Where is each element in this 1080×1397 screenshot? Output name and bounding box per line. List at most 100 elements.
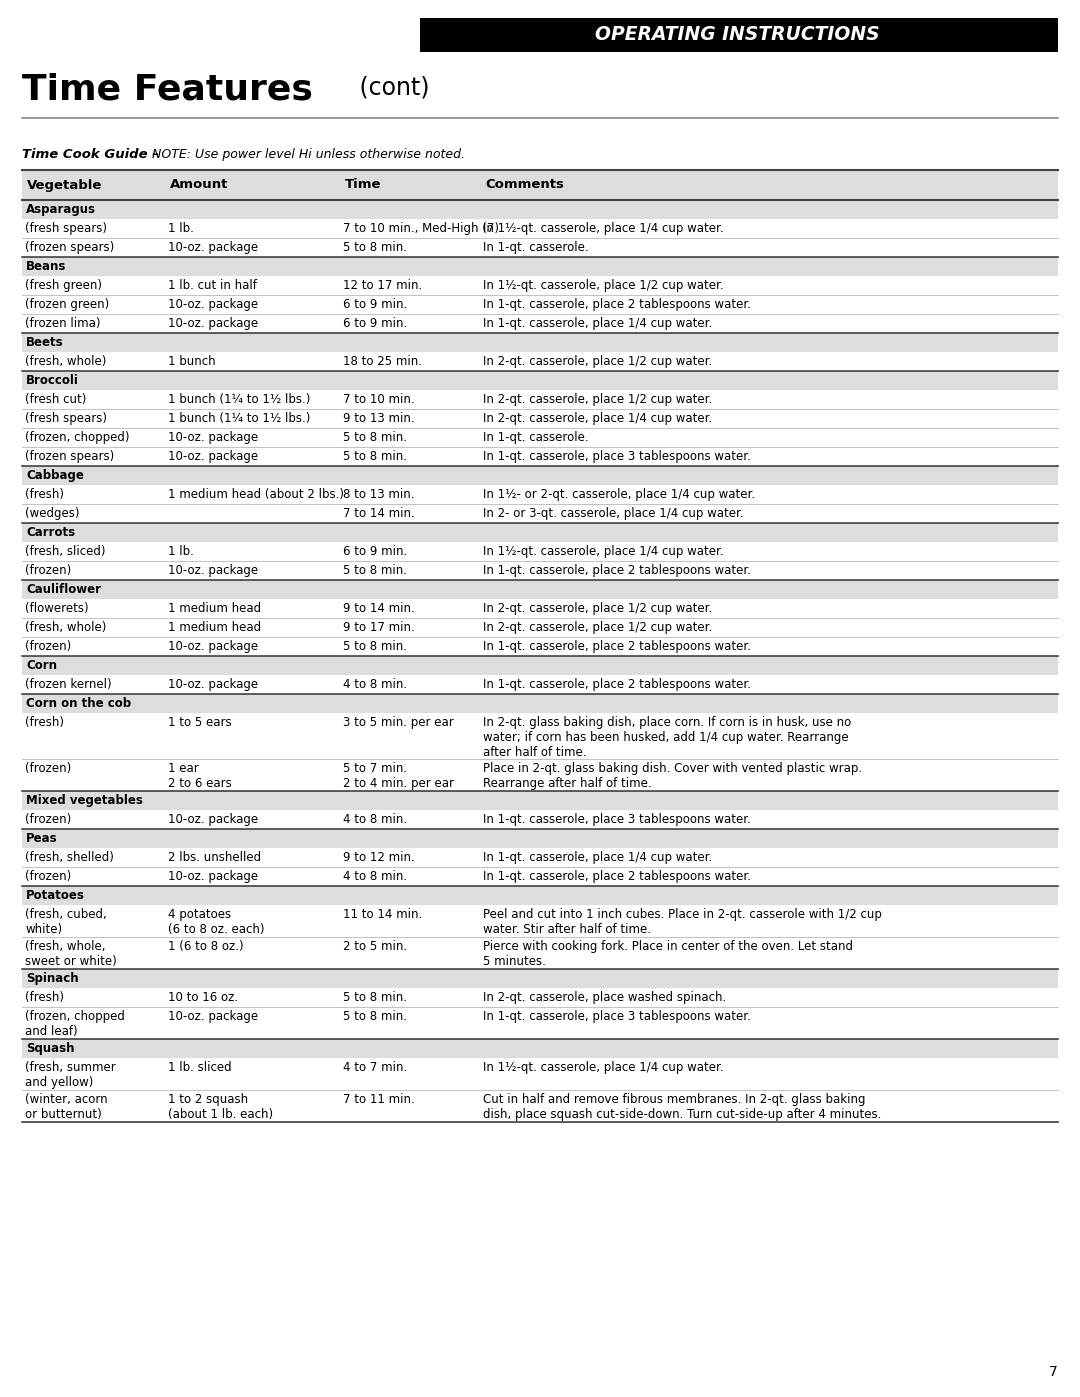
Text: In 1½-qt. casserole, place 1/4 cup water.: In 1½-qt. casserole, place 1/4 cup water… xyxy=(483,545,724,557)
Text: In 1½- or 2-qt. casserole, place 1/4 cup water.: In 1½- or 2-qt. casserole, place 1/4 cup… xyxy=(483,488,755,502)
Text: In 2-qt. casserole, place 1/2 cup water.: In 2-qt. casserole, place 1/2 cup water. xyxy=(483,393,712,407)
Text: Carrots: Carrots xyxy=(26,527,76,539)
Text: 6 to 9 min.: 6 to 9 min. xyxy=(343,545,407,557)
Text: 10-oz. package: 10-oz. package xyxy=(168,242,258,254)
Text: 4 to 8 min.: 4 to 8 min. xyxy=(343,678,407,692)
Text: (fresh green): (fresh green) xyxy=(25,279,102,292)
Text: 10-oz. package: 10-oz. package xyxy=(168,450,258,462)
Text: (frozen): (frozen) xyxy=(25,640,71,652)
Text: In 1-qt. casserole, place 3 tablespoons water.: In 1-qt. casserole, place 3 tablespoons … xyxy=(483,1010,751,1023)
Text: (fresh, whole,
sweet or white): (fresh, whole, sweet or white) xyxy=(25,940,117,968)
Text: Asparagus: Asparagus xyxy=(26,203,96,217)
Text: (frozen spears): (frozen spears) xyxy=(25,242,114,254)
Text: Corn: Corn xyxy=(26,659,57,672)
Text: 1 bunch (1¼ to 1½ lbs.): 1 bunch (1¼ to 1½ lbs.) xyxy=(168,393,310,407)
Text: 4 potatoes
(6 to 8 oz. each): 4 potatoes (6 to 8 oz. each) xyxy=(168,908,265,936)
Text: In 1-qt. casserole, place 1/4 cup water.: In 1-qt. casserole, place 1/4 cup water. xyxy=(483,851,712,863)
Text: 9 to 14 min.: 9 to 14 min. xyxy=(343,602,415,615)
Text: 9 to 12 min.: 9 to 12 min. xyxy=(343,851,415,863)
Text: (cont): (cont) xyxy=(352,75,430,99)
Text: (fresh, cubed,
white): (fresh, cubed, white) xyxy=(25,908,107,936)
Text: Place in 2-qt. glass baking dish. Cover with vented plastic wrap.
Rearrange afte: Place in 2-qt. glass baking dish. Cover … xyxy=(483,761,862,789)
Text: (frozen green): (frozen green) xyxy=(25,298,109,312)
Text: 7 to 10 min.: 7 to 10 min. xyxy=(343,393,415,407)
Text: 1 lb. sliced: 1 lb. sliced xyxy=(168,1060,231,1074)
Text: Vegetable: Vegetable xyxy=(27,179,103,191)
Text: Pierce with cooking fork. Place in center of the oven. Let stand
5 minutes.: Pierce with cooking fork. Place in cente… xyxy=(483,940,853,968)
Text: Broccoli: Broccoli xyxy=(26,374,79,387)
Text: 1 to 5 ears: 1 to 5 ears xyxy=(168,717,231,729)
Bar xyxy=(22,332,1058,352)
Text: 10-oz. package: 10-oz. package xyxy=(168,317,258,330)
Text: In 1½-qt. casserole, place 1/4 cup water.: In 1½-qt. casserole, place 1/4 cup water… xyxy=(483,222,724,235)
Text: 4 to 8 min.: 4 to 8 min. xyxy=(343,813,407,826)
Text: Mixed vegetables: Mixed vegetables xyxy=(26,793,143,807)
Text: In 2-qt. glass baking dish, place corn. If corn is in husk, use no
water; if cor: In 2-qt. glass baking dish, place corn. … xyxy=(483,717,851,759)
Text: (frozen): (frozen) xyxy=(25,761,71,775)
Text: (frozen lima): (frozen lima) xyxy=(25,317,100,330)
Text: 18 to 25 min.: 18 to 25 min. xyxy=(343,355,422,367)
Bar xyxy=(22,372,1058,390)
Bar xyxy=(22,170,1058,200)
Text: (fresh, whole): (fresh, whole) xyxy=(25,622,106,634)
Text: 7: 7 xyxy=(1050,1365,1058,1379)
Text: (frozen): (frozen) xyxy=(25,870,71,883)
Text: Beets: Beets xyxy=(26,337,64,349)
Text: 10 to 16 oz.: 10 to 16 oz. xyxy=(168,990,238,1004)
Text: In 1-qt. casserole, place 2 tablespoons water.: In 1-qt. casserole, place 2 tablespoons … xyxy=(483,564,751,577)
Text: (fresh, shelled): (fresh, shelled) xyxy=(25,851,113,863)
Text: 5 to 8 min.: 5 to 8 min. xyxy=(343,990,407,1004)
Text: Squash: Squash xyxy=(26,1042,75,1055)
Bar xyxy=(22,970,1058,988)
Text: 1 to 2 squash
(about 1 lb. each): 1 to 2 squash (about 1 lb. each) xyxy=(168,1092,273,1120)
Text: Time: Time xyxy=(345,179,381,191)
Text: In 1-qt. casserole, place 2 tablespoons water.: In 1-qt. casserole, place 2 tablespoons … xyxy=(483,678,751,692)
Text: 10-oz. package: 10-oz. package xyxy=(168,1010,258,1023)
Text: 5 to 8 min.: 5 to 8 min. xyxy=(343,564,407,577)
Text: Beans: Beans xyxy=(26,260,66,272)
Text: 1 bunch: 1 bunch xyxy=(168,355,216,367)
Text: 1 medium head (about 2 lbs.): 1 medium head (about 2 lbs.) xyxy=(168,488,345,502)
Text: 5 to 8 min.: 5 to 8 min. xyxy=(343,432,407,444)
Text: 6 to 9 min.: 6 to 9 min. xyxy=(343,298,407,312)
Text: 5 to 8 min.: 5 to 8 min. xyxy=(343,640,407,652)
Text: In 1-qt. casserole.: In 1-qt. casserole. xyxy=(483,432,589,444)
Text: (frozen): (frozen) xyxy=(25,564,71,577)
Text: Spinach: Spinach xyxy=(26,972,79,985)
Text: 5 to 8 min.: 5 to 8 min. xyxy=(343,450,407,462)
Text: Corn on the cob: Corn on the cob xyxy=(26,697,131,710)
Text: Time Cook Guide –: Time Cook Guide – xyxy=(22,148,159,161)
Text: 1 ear
2 to 6 ears: 1 ear 2 to 6 ears xyxy=(168,761,232,789)
Text: Amount: Amount xyxy=(170,179,228,191)
Text: In 2- or 3-qt. casserole, place 1/4 cup water.: In 2- or 3-qt. casserole, place 1/4 cup … xyxy=(483,507,744,520)
Text: (fresh cut): (fresh cut) xyxy=(25,393,86,407)
Text: 5 to 8 min.: 5 to 8 min. xyxy=(343,242,407,254)
Bar xyxy=(420,18,1058,52)
Text: (frozen, chopped): (frozen, chopped) xyxy=(25,432,130,444)
Text: In 1½-qt. casserole, place 1/4 cup water.: In 1½-qt. casserole, place 1/4 cup water… xyxy=(483,1060,724,1074)
Text: In 1½-qt. casserole, place 1/2 cup water.: In 1½-qt. casserole, place 1/2 cup water… xyxy=(483,279,724,292)
Text: (frozen spears): (frozen spears) xyxy=(25,450,114,462)
Text: (wedges): (wedges) xyxy=(25,507,80,520)
Text: (fresh): (fresh) xyxy=(25,990,64,1004)
Text: 2 to 5 min.: 2 to 5 min. xyxy=(343,940,407,953)
Text: NOTE: Use power level Hi unless otherwise noted.: NOTE: Use power level Hi unless otherwis… xyxy=(148,148,465,161)
Text: (fresh): (fresh) xyxy=(25,488,64,502)
Bar xyxy=(22,200,1058,219)
Text: In 1-qt. casserole, place 1/4 cup water.: In 1-qt. casserole, place 1/4 cup water. xyxy=(483,317,712,330)
Bar xyxy=(22,657,1058,675)
Text: (frozen): (frozen) xyxy=(25,813,71,826)
Text: Cabbage: Cabbage xyxy=(26,469,84,482)
Text: 6 to 9 min.: 6 to 9 min. xyxy=(343,317,407,330)
Bar xyxy=(22,1039,1058,1058)
Text: In 2-qt. casserole, place 1/2 cup water.: In 2-qt. casserole, place 1/2 cup water. xyxy=(483,622,712,634)
Text: 1 medium head: 1 medium head xyxy=(168,622,261,634)
Text: Cut in half and remove fibrous membranes. In 2-qt. glass baking
dish, place squa: Cut in half and remove fibrous membranes… xyxy=(483,1092,881,1120)
Text: 10-oz. package: 10-oz. package xyxy=(168,564,258,577)
Text: (fresh, sliced): (fresh, sliced) xyxy=(25,545,106,557)
Text: 7 to 10 min., Med-High (7): 7 to 10 min., Med-High (7) xyxy=(343,222,499,235)
Text: (fresh spears): (fresh spears) xyxy=(25,222,107,235)
Text: In 2-qt. casserole, place 1/4 cup water.: In 2-qt. casserole, place 1/4 cup water. xyxy=(483,412,712,425)
Text: 10-oz. package: 10-oz. package xyxy=(168,298,258,312)
Text: 1 lb.: 1 lb. xyxy=(168,222,194,235)
